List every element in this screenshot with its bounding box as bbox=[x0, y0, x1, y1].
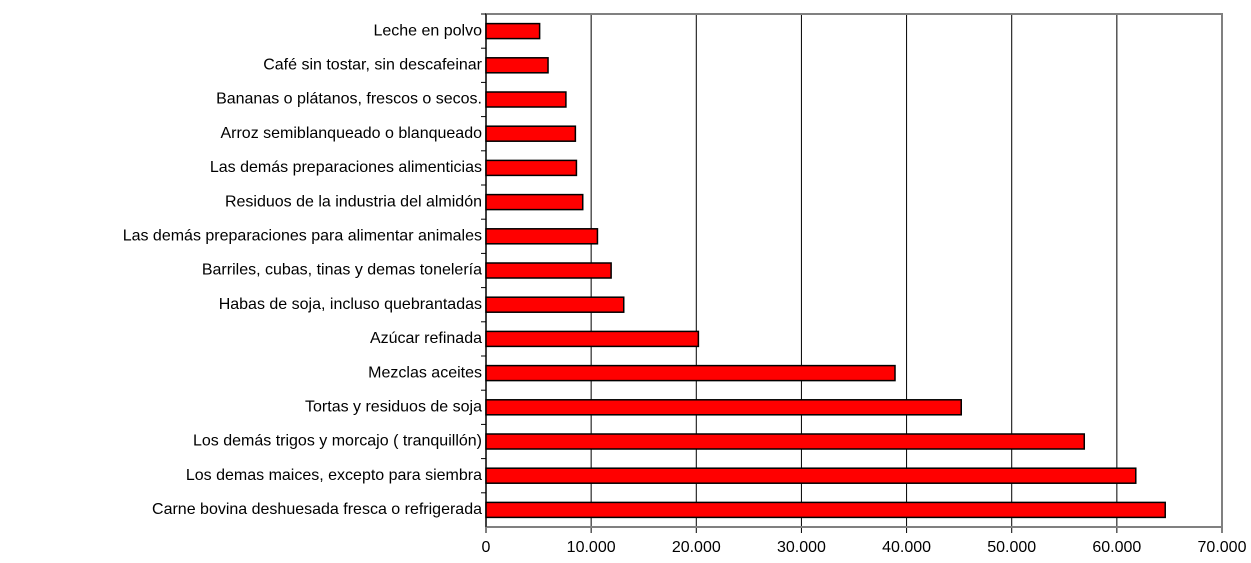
bar bbox=[485, 22, 541, 40]
x-tick-label: 40.000 bbox=[882, 539, 931, 556]
bar bbox=[485, 159, 578, 177]
y-tick-label: Las demás preparaciones para alimentar a… bbox=[123, 228, 482, 245]
y-tick-label: Azúcar refinada bbox=[370, 330, 482, 347]
bar bbox=[485, 501, 1166, 519]
bar bbox=[485, 364, 896, 382]
bar bbox=[485, 57, 549, 74]
y-tick-label: Habas de soja, incluso quebrantadas bbox=[219, 296, 482, 313]
bar bbox=[485, 228, 599, 245]
bar bbox=[485, 296, 625, 313]
bar bbox=[485, 467, 1137, 484]
y-tick-label: Residuos de la industria del almidón bbox=[225, 193, 482, 210]
bar bbox=[485, 262, 612, 279]
y-tick-label: Arroz semiblanqueado o blanqueado bbox=[220, 125, 482, 142]
bar bbox=[485, 399, 962, 416]
y-tick-label: Mezclas aceites bbox=[368, 364, 482, 381]
y-tick-label: Los demas maices, excepto para siembra bbox=[186, 467, 482, 484]
bar bbox=[485, 125, 577, 142]
y-tick-label: Bananas o plátanos, frescos o secos. bbox=[216, 91, 482, 108]
y-tick-label: Carne bovina deshuesada fresca o refrige… bbox=[152, 501, 482, 518]
x-tick-label: 0 bbox=[482, 539, 491, 556]
y-tick-label: Café sin tostar, sin descafeinar bbox=[263, 57, 482, 74]
x-tick-label: 20.000 bbox=[672, 539, 721, 556]
x-tick-label: 50.000 bbox=[987, 539, 1036, 556]
y-tick-label: Leche en polvo bbox=[373, 22, 482, 39]
y-tick-label: Barriles, cubas, tinas y demas tonelería bbox=[202, 262, 482, 279]
y-tick-label: Tortas y residuos de soja bbox=[305, 399, 482, 416]
bar bbox=[485, 330, 700, 348]
bar bbox=[485, 91, 567, 108]
y-tick-label: Las demás preparaciones alimenticias bbox=[210, 159, 482, 176]
bar bbox=[485, 433, 1086, 450]
bar bbox=[485, 193, 584, 211]
x-tick-label: 60.000 bbox=[1092, 539, 1141, 556]
x-tick-label: 10.000 bbox=[567, 539, 616, 556]
x-tick-label: 30.000 bbox=[777, 539, 826, 556]
y-tick-label: Los demás trigos y morcajo ( tranquillón… bbox=[193, 433, 482, 450]
x-tick-label: 70.000 bbox=[1198, 539, 1247, 556]
